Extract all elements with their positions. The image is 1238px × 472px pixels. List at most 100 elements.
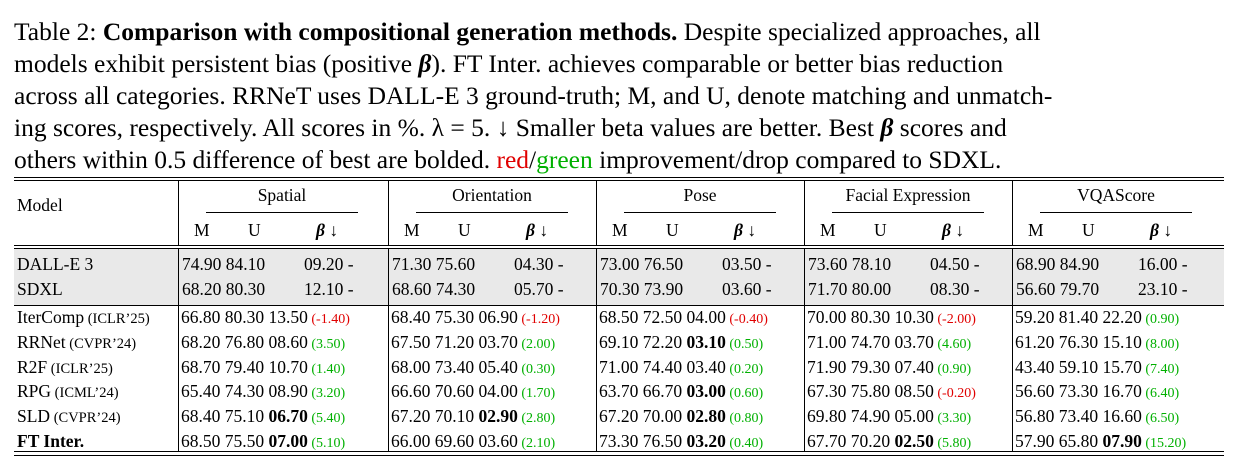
column-group-header: Spatial — [257, 185, 307, 205]
beta-value: 05.40 — [478, 356, 518, 377]
score-pair: 71.70 80.00 — [808, 278, 892, 299]
caption-line-1: Table 2: Comparison with compositional g… — [14, 16, 1228, 48]
beta-delta: (0.30) — [517, 361, 556, 377]
beta-delta: (5.40) — [307, 411, 346, 427]
beta-value: 03.60 — [478, 431, 518, 451]
caption-text: ). FT Inter. achieves comparable or bett… — [431, 49, 1004, 78]
model-name: SLD (CVPR’24) — [17, 405, 121, 429]
score-cell: 68.70 79.40 10.70 (1.40) — [181, 356, 345, 381]
column-header-model: Model — [17, 195, 63, 215]
caption-text: ing scores, respectively. All scores in … — [14, 113, 881, 142]
beta-value: 07.90 — [1102, 431, 1142, 451]
group-underline — [416, 212, 568, 213]
subheader-beta: β ↓ — [942, 219, 964, 241]
beta-value: 09.20 - — [304, 254, 354, 274]
score-pair: 67.30 75.80 — [807, 381, 895, 402]
column-divider — [804, 180, 805, 245]
beta-value: 07.40 — [894, 356, 934, 377]
beta-value: 07.00 — [268, 431, 308, 451]
score-pair: 71.00 74.40 — [599, 356, 687, 377]
score-cell: 69.80 74.90 05.00 (3.30) — [807, 405, 971, 430]
subheader-beta: β ↓ — [1150, 219, 1172, 241]
score-pair: 74.90 84.10 — [182, 254, 266, 274]
beta-value: 04.00 — [478, 381, 518, 402]
score-pair: 68.70 79.40 — [181, 356, 269, 377]
beta-value: 04.00 — [686, 307, 726, 327]
score-cell: 59.20 81.40 22.20 (0.90) — [1015, 306, 1179, 331]
score-pair: 67.70 70.20 — [807, 431, 895, 451]
beta-delta: (2.00) — [517, 336, 556, 352]
beta-value: 08.50 — [894, 381, 934, 402]
beta-value: 03.10 — [686, 331, 726, 352]
caption-beta: β — [880, 113, 894, 142]
beta-value: 03.00 — [686, 381, 726, 402]
beta-delta: (0.90) — [933, 361, 972, 377]
score-pair: 73.60 78.10 — [808, 254, 892, 274]
score-cell: 71.90 79.30 07.40 (0.90) — [807, 356, 971, 381]
beta-value: 08.90 — [268, 381, 308, 402]
baseline-shade — [14, 248, 1224, 305]
score-cell: 73.30 76.50 03.20 (0.40) — [599, 430, 763, 455]
beta-value: 23.10 - — [1138, 278, 1188, 299]
beta-value: 12.10 - — [304, 278, 354, 299]
beta-value: 03.50 - — [722, 254, 772, 274]
score-cell: 67.30 75.80 08.50 (-0.20) — [807, 380, 976, 405]
beta-symbol: β — [734, 220, 743, 240]
column-divider — [388, 248, 389, 451]
caption-text: across all categories. RRNeT uses DALL-E… — [14, 81, 1053, 110]
beta-value: 03.60 - — [722, 278, 772, 299]
score-cell: 56.60 73.30 16.70 (6.40) — [1015, 380, 1179, 405]
score-pair: 66.00 69.60 — [391, 431, 479, 451]
beta-value: 03.40 — [686, 356, 726, 377]
score-pair: 67.20 70.10 — [391, 406, 479, 427]
score-cell: 43.40 59.10 15.70 (7.40) — [1015, 356, 1179, 381]
beta-delta: (4.60) — [933, 336, 972, 352]
group-underline — [206, 212, 358, 213]
score-pair: 68.00 73.40 — [391, 356, 479, 377]
beta-value: 15.10 — [1102, 331, 1142, 352]
beta-value: 08.30 - — [930, 278, 980, 299]
beta-value: 16.60 — [1102, 406, 1142, 427]
score-cell: 70.00 80.30 10.30 (-2.00) — [807, 306, 976, 331]
column-divider — [596, 248, 597, 451]
score-pair: 56.60 79.70 — [1016, 278, 1100, 299]
beta-delta: (3.30) — [933, 411, 972, 427]
caption-line-5: others within 0.5 difference of best are… — [14, 144, 1228, 176]
score-cell: 67.70 70.20 02.50 (5.80) — [807, 430, 971, 455]
table-rule — [14, 177, 1224, 178]
beta-value: 15.70 — [1102, 356, 1142, 377]
beta-delta: (6.40) — [1141, 386, 1180, 402]
score-pair: 73.00 76.50 — [600, 254, 684, 274]
column-group-header: Orientation — [452, 185, 532, 205]
subheader-unmatching: U — [666, 220, 679, 240]
caption-green-word: green — [536, 145, 593, 174]
beta-value: 06.90 — [478, 307, 518, 327]
beta-delta: (-0.20) — [933, 386, 976, 402]
score-pair: 68.50 75.50 — [181, 431, 269, 451]
model-venue: (CVPR’24) — [50, 410, 121, 427]
beta-value: 03.70 — [478, 331, 518, 352]
caption-line-2: models exhibit persistent bias (positive… — [14, 48, 1228, 80]
beta-value: 02.50 — [894, 431, 934, 451]
subheader-matching: M — [194, 220, 210, 240]
beta-delta: (1.70) — [517, 386, 556, 402]
beta-delta: (8.00) — [1141, 336, 1180, 352]
down-arrow-icon: ↓ — [1158, 220, 1173, 240]
caption-text: models exhibit persistent bias (positive — [14, 49, 419, 78]
beta-value: 22.20 — [1102, 307, 1142, 327]
beta-value: 04.30 - — [514, 254, 564, 274]
table-caption: Table 2: Comparison with compositional g… — [14, 16, 1228, 176]
score-cell: 56.80 73.40 16.60 (6.50) — [1015, 405, 1179, 430]
beta-value: 13.50 — [268, 307, 308, 327]
score-pair: 71.30 75.60 — [392, 254, 476, 274]
beta-delta: (0.90) — [1141, 312, 1180, 327]
score-cell: 67.20 70.00 02.80 (0.80) — [599, 405, 763, 430]
model-label: IterComp — [17, 307, 85, 327]
beta-delta: (3.20) — [307, 386, 346, 402]
caption-red-word: red — [496, 145, 530, 174]
model-venue: (ICLR’25) — [47, 360, 113, 377]
caption-label: Table 2: — [14, 17, 97, 46]
caption-text: Despite specialized approaches, all — [683, 17, 1041, 46]
subheader-unmatching: U — [874, 220, 887, 240]
score-pair: 71.90 79.30 — [807, 356, 895, 377]
